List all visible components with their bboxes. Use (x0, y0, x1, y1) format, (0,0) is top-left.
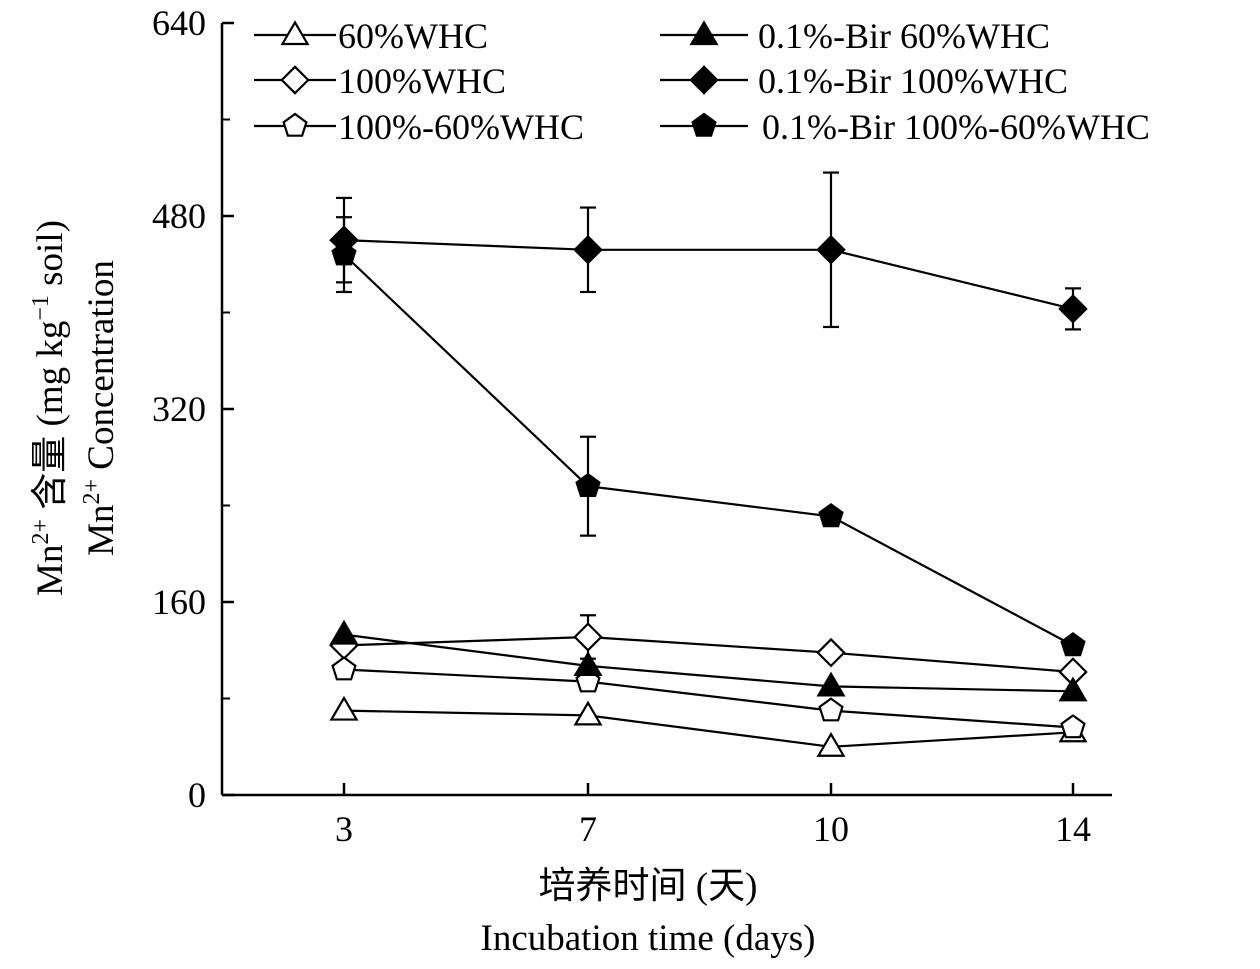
legend-marker-4 (689, 65, 719, 95)
legend-marker-3 (689, 20, 719, 46)
series-line-4 (343, 239, 1074, 310)
svg-text:Mn2+ Concentration: Mn2+ Concentration (79, 260, 122, 556)
series-markers (329, 225, 1088, 757)
x-tick-label: 3 (335, 809, 353, 849)
y-tick-label: 320 (152, 389, 206, 429)
x-tick-label: 14 (1055, 809, 1091, 849)
y-axis-title-cn-mid: 含量 (mg kg (29, 321, 71, 519)
legend-marker-1 (280, 65, 310, 95)
axes: 0 160 320 480 640 3 7 10 14 (152, 3, 1112, 849)
legend-label-5: 0.1%-Bir 100%-60%WHC (762, 107, 1150, 147)
y-tick-label: 160 (152, 582, 206, 622)
error-bars (336, 171, 1081, 660)
y-axis-title-en-prefix: Mn (81, 505, 122, 556)
legend-label-4: 0.1%-Bir 100%WHC (758, 61, 1068, 101)
data-point-1-1 (573, 622, 603, 652)
y-tick-label: 640 (152, 3, 206, 43)
series-lines (343, 239, 1074, 748)
x-axis-title-en: Incubation time (days) (481, 918, 816, 959)
series-line-1 (343, 635, 1074, 674)
data-point-2-3 (1060, 714, 1086, 739)
data-point-3-3 (1058, 676, 1088, 702)
data-point-3-2 (816, 671, 846, 697)
series-line-3 (343, 633, 1074, 693)
x-tick-label: 10 (813, 809, 849, 849)
legend-marker-0 (280, 20, 310, 46)
y-axis-title-cn-sup2: −1 (28, 295, 54, 321)
data-point-5-3 (1060, 632, 1086, 657)
data-point-4-2 (816, 235, 846, 265)
y-tick-label: 0 (188, 775, 206, 815)
y-axis-title: Mn2+ 含量 (mg kg−1 soil) (28, 220, 71, 596)
series-line-0 (343, 709, 1074, 748)
data-point-0-0 (329, 695, 359, 721)
data-point-4-3 (1058, 294, 1088, 324)
legend: 60%WHC 100%WHC 100%-60%WHC 0.1%-Bir 60%WHC 0… (254, 16, 1150, 147)
y-axis-title-cn-end: soil) (30, 220, 71, 295)
data-point-3-1 (573, 651, 603, 677)
x-tick-label: 7 (579, 809, 597, 849)
y-tick-label: 480 (152, 196, 206, 236)
legend-label-0: 60%WHC (338, 16, 488, 56)
data-point-5-2 (818, 503, 844, 528)
x-axis-title-cn: 培养时间 (天) (539, 865, 758, 907)
data-point-2-2 (818, 697, 844, 722)
legend-label-1: 100%WHC (338, 61, 506, 101)
data-point-0-2 (816, 731, 846, 757)
y-axis-title-en-end: Concentration (81, 260, 122, 479)
legend-label-3: 0.1%-Bir 60%WHC (758, 16, 1050, 56)
data-point-5-0 (331, 241, 357, 266)
y-axis-title-cn-prefix: Mn (30, 545, 71, 596)
data-point-5-1 (575, 472, 601, 497)
data-point-4-1 (573, 235, 603, 265)
series-line-5 (343, 253, 1074, 647)
data-point-3-0 (329, 619, 359, 645)
series-line-2 (343, 668, 1074, 729)
legend-marker-5 (691, 112, 717, 137)
y-axis-title-en-sup: 2+ (79, 479, 105, 505)
legend-label-2: 100%-60%WHC (338, 107, 584, 147)
data-point-0-1 (573, 700, 603, 726)
data-point-1-2 (816, 637, 846, 668)
data-point-2-0 (331, 656, 357, 681)
legend-marker-2 (282, 112, 308, 137)
y-axis-title-cn-sup: 2+ (28, 519, 54, 545)
svg-text:Mn2+ 含量 (mg kg−1 soil): Mn2+ 含量 (mg kg−1 soil) (28, 220, 71, 596)
y-axis-title-en: Mn2+ Concentration (79, 260, 122, 556)
